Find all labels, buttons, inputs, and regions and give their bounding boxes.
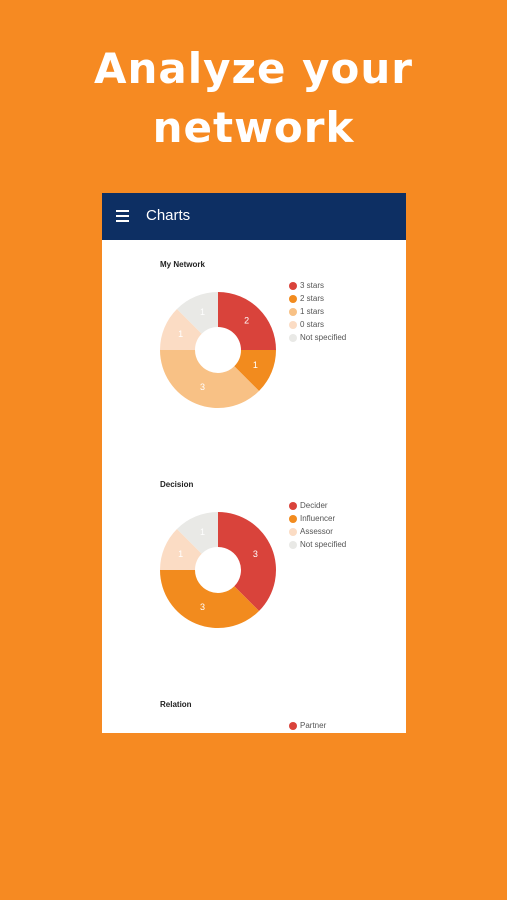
slice-label: 3: [200, 382, 205, 392]
slice: [218, 292, 276, 350]
charts-list: My Network 3 stars 2 stars 1 stars 0 stars No…: [160, 260, 346, 730]
slice: [218, 512, 276, 612]
menu-icon[interactable]: [115, 207, 135, 227]
chart-title: Relation: [160, 700, 192, 709]
legend-swatch: [289, 308, 297, 316]
legend-swatch: [289, 282, 297, 290]
chart-title: Decision: [160, 480, 193, 489]
legend-swatch: [289, 321, 297, 329]
slice-label: 1: [200, 527, 205, 537]
app-bar: Charts: [102, 193, 406, 240]
slice-label: 1: [178, 329, 183, 339]
legend-swatch: [289, 528, 297, 536]
legend-label: Partner: [300, 721, 327, 730]
phone-screen: Charts My Network 3 stars 2 stars 1 stars 0 …: [102, 193, 406, 733]
slice-label: 1: [253, 360, 258, 370]
legend-swatch: [289, 334, 297, 342]
legend-label: Decider: [300, 501, 328, 510]
headline: network: [152, 103, 355, 152]
legend-swatch: [289, 502, 297, 510]
slice: [234, 350, 276, 392]
slice: [176, 292, 218, 334]
slice: [160, 528, 202, 570]
slice-label: 1: [178, 549, 183, 559]
headline: Analyze your: [94, 44, 413, 93]
slice: [160, 350, 260, 408]
legend-swatch: [289, 722, 297, 730]
legend-label: 1 stars: [300, 307, 324, 316]
legend-swatch: [289, 515, 297, 523]
legend-label: Assessor: [300, 527, 333, 536]
slice-label: 3: [200, 602, 205, 612]
slice-label: 2: [244, 316, 249, 326]
legend-label: Not specified: [300, 540, 346, 549]
legend-label: 0 stars: [300, 320, 324, 329]
legend-label: 3 stars: [300, 281, 324, 290]
app-bar-title: Charts: [146, 207, 191, 224]
slice: [160, 570, 260, 629]
legend-label: Influencer: [300, 514, 335, 523]
legend-label: 2 stars: [300, 294, 324, 303]
chart-title: My Network: [160, 260, 205, 269]
legend-swatch: [289, 295, 297, 303]
slice-label: 1: [200, 307, 205, 317]
slice: [160, 308, 202, 350]
slice: [176, 512, 218, 554]
legend-swatch: [289, 541, 297, 549]
legend-label: Not specified: [300, 333, 346, 342]
slice-label: 3: [253, 549, 258, 559]
